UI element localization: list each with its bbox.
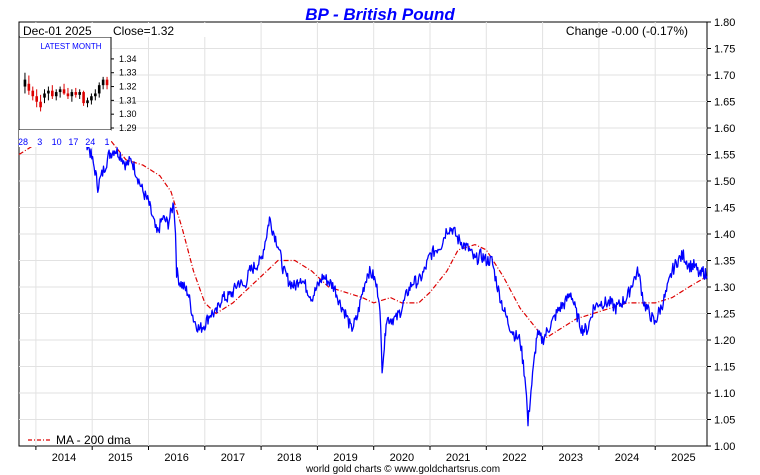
x-tick-label: 2015	[108, 452, 132, 464]
inset-candle-body	[97, 85, 101, 94]
inset-candle-body	[105, 79, 109, 86]
inset-candles	[23, 72, 109, 112]
inset-y-tick-label: 1.32	[119, 82, 137, 92]
inset-candle-body	[66, 93, 70, 97]
y-tick-label: 1.80	[714, 17, 735, 29]
inset-x-tick-label: 3	[37, 137, 42, 147]
inset-candle-body	[101, 79, 105, 86]
y-tick-label: 1.65	[714, 97, 735, 109]
inset-candle-body	[47, 90, 50, 94]
inset-candle-body	[43, 93, 46, 98]
inset-candle-body	[90, 96, 93, 101]
inset-candle-body	[74, 92, 78, 95]
y-tick-label: 1.50	[714, 176, 735, 188]
x-tick-label: 2024	[615, 452, 639, 464]
inset-candle-body	[62, 89, 66, 94]
x-tick-label: 2023	[559, 452, 583, 464]
inset-candle-body	[39, 101, 42, 108]
inset-candle-body	[35, 96, 38, 102]
ma-200-line	[18, 95, 708, 341]
change-label: Change -0.00 (-0.17%)	[566, 24, 688, 38]
y-tick-label: 1.40	[714, 229, 735, 241]
inset-y-tick-label: 1.29	[119, 123, 137, 133]
inset-x-tick-label: 24	[85, 137, 95, 147]
inset-y-tick-label: 1.30	[119, 109, 137, 119]
inset-candle-body	[94, 93, 97, 97]
y-tick-label: 1.10	[714, 388, 735, 400]
x-tick-label: 2019	[333, 452, 357, 464]
chart-title: BP - British Pound	[305, 5, 455, 24]
y-tick-label: 1.00	[714, 441, 735, 453]
price-line	[20, 63, 708, 427]
y-tick-label: 1.75	[714, 44, 735, 56]
header-info-mask	[20, 23, 220, 37]
inset-x-tick-label: 1	[104, 137, 109, 147]
footer-credit: world gold charts © www.goldchartsrus.co…	[305, 464, 500, 475]
inset-background	[18, 36, 112, 131]
y-tick-label: 1.60	[714, 123, 735, 135]
inset-title: LATEST MONTH	[40, 42, 101, 51]
y-tick-label: 1.25	[714, 309, 735, 321]
inset-candle-body	[58, 89, 62, 93]
inset-candle-body	[78, 92, 81, 95]
inset-x-tick-label: 10	[52, 137, 62, 147]
inset-latest-month: LATEST MONTH 1.34 1.33 1.32 1.31 1.30 1.29 28…	[18, 36, 137, 147]
inset-x-axis-ticks: 28 3 10 17 24 1	[18, 137, 110, 147]
date-label: Dec-01 2025	[23, 24, 92, 38]
y-tick-label: 1.30	[714, 282, 735, 294]
inset-candle-body	[51, 90, 54, 97]
inset-x-tick-label: 28	[18, 137, 28, 147]
inset-candle-body	[70, 92, 74, 97]
x-axis-ticks: 2014 2015 2016 2017 2018 2019 2020 2021 2022 2023…	[35, 446, 696, 464]
x-tick-label: 2018	[277, 452, 301, 464]
inset-y-axis-ticks: 1.34 1.33 1.32 1.31 1.30 1.29	[111, 54, 137, 133]
y-tick-label: 1.35	[714, 256, 735, 268]
inset-candle-body	[31, 90, 35, 97]
y-tick-label: 1.05	[714, 415, 735, 427]
legend-ma-label: MA - 200 dma	[56, 433, 131, 447]
y-tick-label: 1.15	[714, 362, 735, 374]
x-tick-label: 2025	[671, 452, 695, 464]
y-tick-label: 1.20	[714, 335, 735, 347]
inset-lower-mask	[19, 130, 111, 147]
inset-y-tick-label: 1.34	[119, 54, 137, 64]
inset-x-tick-label: 17	[68, 137, 78, 147]
x-tick-label: 2014	[52, 452, 76, 464]
inset-candle-body	[82, 92, 85, 104]
close-label: Close=1.32	[113, 24, 174, 38]
inset-candle-body	[54, 92, 58, 97]
y-axis-ticks: 1.80 1.75 1.70 1.65 1.60 1.55 1.50 1.45 1.40 1.35…	[707, 17, 735, 453]
inset-candle-body	[23, 79, 27, 87]
y-tick-label: 1.45	[714, 203, 735, 215]
x-tick-label: 2022	[502, 452, 526, 464]
y-tick-label: 1.70	[714, 70, 735, 82]
x-tick-label: 2020	[390, 452, 414, 464]
inset-candle-body	[86, 100, 89, 104]
inset-y-tick-label: 1.31	[119, 95, 137, 105]
y-tick-label: 1.55	[714, 150, 735, 162]
x-tick-label: 2016	[164, 452, 188, 464]
x-tick-label: 2017	[221, 452, 245, 464]
legend: MA - 200 dma	[28, 433, 131, 447]
inset-candle-body	[27, 83, 31, 91]
inset-y-tick-label: 1.33	[119, 68, 137, 78]
x-tick-label: 2021	[446, 452, 470, 464]
